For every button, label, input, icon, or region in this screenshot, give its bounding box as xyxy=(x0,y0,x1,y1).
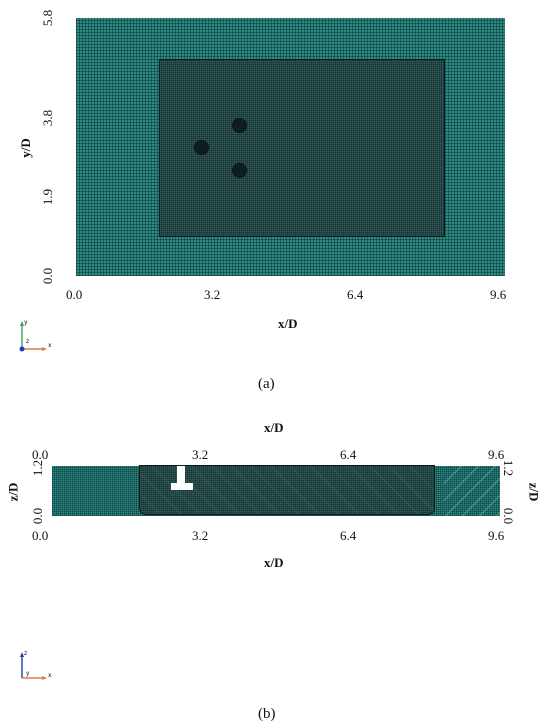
bottom-x-axis-label: x/D xyxy=(264,555,284,570)
top-x-tick-label: 9.6 xyxy=(488,447,505,462)
top-x-tick-label: 0.0 xyxy=(32,447,49,462)
cylinder-upstream xyxy=(195,141,208,154)
x-tick-label: 3.2 xyxy=(204,287,221,302)
x-tick-label: 6.4 xyxy=(347,287,364,302)
y-tick-label: 0.0 xyxy=(40,267,56,285)
caption-b: (b) xyxy=(258,706,276,722)
y-tick-label: 3.8 xyxy=(40,109,56,127)
left-z-tick-label: 1.2 xyxy=(30,459,46,477)
triad-axis-label: y xyxy=(24,319,28,326)
x-tick-label: 9.6 xyxy=(490,287,507,302)
top-x-axis-label: x/D xyxy=(264,420,284,435)
refined-mesh-region-b xyxy=(140,466,434,514)
cylinder-cross-section xyxy=(171,466,193,490)
orientation-triad-b xyxy=(20,652,47,680)
triad-axis-label: x xyxy=(48,672,52,679)
y-axis-label: y/D xyxy=(17,138,33,158)
y-tick-label: 5.8 xyxy=(40,9,56,27)
right-z-tick-label: 1.2 xyxy=(501,459,517,477)
triad-axis-label: z xyxy=(24,650,28,657)
bottom-x-tick-label: 3.2 xyxy=(192,528,209,543)
top-x-tick-label: 3.2 xyxy=(192,447,209,462)
left-z-tick-label: 0.0 xyxy=(30,507,46,525)
left-z-axis-label: z/D xyxy=(5,482,21,502)
orientation-triad-a xyxy=(19,321,47,352)
triad-axis-label: z xyxy=(26,338,30,345)
caption-a: (a) xyxy=(258,376,275,392)
top-x-tick-label: 6.4 xyxy=(340,447,357,462)
bottom-x-tick-label: 9.6 xyxy=(488,528,505,543)
bottom-x-tick-label: 6.4 xyxy=(340,528,357,543)
right-z-tick-label: 0.0 xyxy=(501,507,517,525)
cylinder-top xyxy=(233,119,246,132)
mesh-diagonal-lines xyxy=(444,466,500,516)
triad-axis-label: y xyxy=(26,670,30,677)
right-z-axis-label: z/D xyxy=(526,482,542,502)
triad-axis-label: x xyxy=(48,342,52,349)
x-tick-label: 0.0 xyxy=(66,287,83,302)
x-axis-label: x/D xyxy=(278,316,298,331)
cylinder-bottom xyxy=(233,164,246,177)
bottom-x-tick-label: 0.0 xyxy=(32,528,49,543)
y-tick-label: 1.9 xyxy=(40,188,56,206)
